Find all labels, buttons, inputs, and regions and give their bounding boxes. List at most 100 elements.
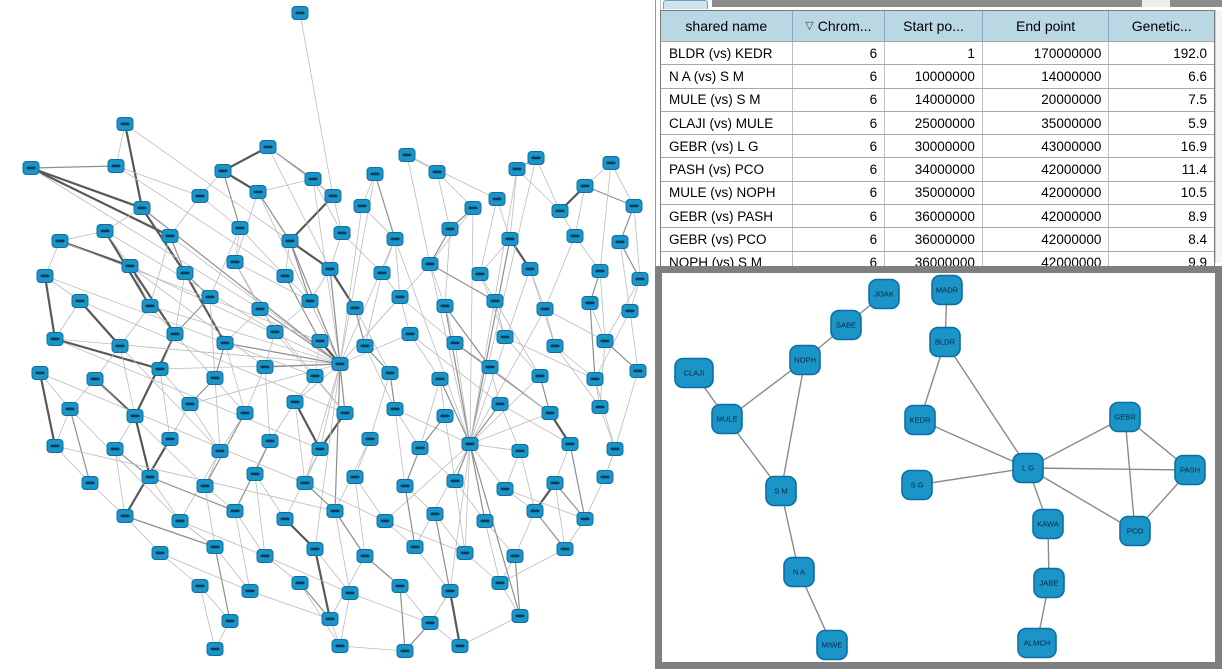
graph-node[interactable] — [586, 372, 604, 386]
graph-node[interactable] — [621, 304, 639, 318]
graph-node[interactable] — [256, 360, 274, 374]
graph-node[interactable] — [241, 584, 259, 598]
network-node-s-g[interactable]: S G — [901, 469, 933, 501]
graph-node[interactable] — [356, 339, 374, 353]
graph-node[interactable] — [506, 549, 524, 563]
graph-node[interactable] — [151, 362, 169, 376]
graph-node[interactable] — [591, 400, 609, 414]
graph-node[interactable] — [561, 437, 579, 451]
graph-node[interactable] — [86, 372, 104, 386]
graph-node[interactable] — [511, 609, 529, 623]
graph-node[interactable] — [596, 334, 614, 348]
graph-node[interactable] — [46, 439, 64, 453]
network-node-mule[interactable]: MULE — [711, 403, 743, 435]
table-row[interactable]: CLAJI (vs) MULE 6 25000000 35000000 5.9 — [661, 110, 1214, 135]
graph-node[interactable] — [556, 542, 574, 556]
graph-node[interactable] — [346, 301, 364, 315]
graph-node[interactable] — [527, 151, 545, 165]
graph-node[interactable] — [602, 156, 620, 170]
graph-node[interactable] — [206, 642, 224, 656]
graph-node[interactable] — [281, 234, 299, 248]
graph-node[interactable] — [226, 255, 244, 269]
column-header-chrom-[interactable]: ▽ Chrom... — [793, 11, 886, 41]
graph-node[interactable] — [141, 470, 159, 484]
graph-node[interactable] — [36, 269, 54, 283]
graph-node[interactable] — [249, 185, 267, 199]
graph-node[interactable] — [311, 442, 329, 456]
graph-node[interactable] — [266, 325, 284, 339]
graph-node[interactable] — [421, 616, 439, 630]
graph-node[interactable] — [331, 639, 349, 653]
graph-node[interactable] — [211, 444, 229, 458]
column-header-genetic-[interactable]: Genetic... — [1109, 11, 1214, 41]
table-row[interactable]: N A (vs) S M 6 10000000 14000000 6.6 — [661, 64, 1214, 88]
graph-node[interactable] — [401, 327, 419, 341]
graph-node[interactable] — [151, 546, 169, 560]
graph-node[interactable] — [373, 266, 391, 280]
graph-node[interactable] — [181, 397, 199, 411]
graph-node[interactable] — [106, 442, 124, 456]
graph-node[interactable] — [541, 406, 559, 420]
graph-node[interactable] — [201, 290, 219, 304]
graph-node[interactable] — [22, 161, 40, 175]
graph-node[interactable] — [436, 299, 454, 313]
graph-node[interactable] — [251, 302, 269, 316]
network-node-madr[interactable]: MADR — [931, 274, 963, 306]
graph-node[interactable] — [606, 442, 624, 456]
graph-node[interactable] — [531, 369, 549, 383]
graph-node[interactable] — [396, 644, 414, 658]
graph-node[interactable] — [259, 140, 277, 154]
graph-node[interactable] — [116, 117, 134, 131]
graph-node[interactable] — [446, 336, 464, 350]
graph-node[interactable] — [61, 402, 79, 416]
graph-node[interactable] — [221, 614, 239, 628]
column-header-shared-name[interactable]: shared name — [661, 11, 793, 41]
graph-node[interactable] — [256, 549, 274, 563]
table-row[interactable]: BLDR (vs) KEDR 6 1 170000000 192.0 — [661, 41, 1214, 65]
network-node-pash[interactable]: PASH — [1174, 454, 1206, 486]
main-network-canvas[interactable] — [0, 0, 655, 669]
column-header-end-point[interactable]: End point — [983, 11, 1110, 41]
graph-node[interactable] — [306, 369, 324, 383]
graph-node[interactable] — [296, 476, 314, 490]
graph-node[interactable] — [96, 224, 114, 238]
graph-node[interactable] — [31, 366, 49, 380]
graph-node[interactable] — [496, 330, 514, 344]
table-row[interactable]: GEBR (vs) L G 6 30000000 43000000 16.9 — [661, 134, 1214, 158]
graph-node[interactable] — [471, 267, 489, 281]
graph-node[interactable] — [566, 229, 584, 243]
graph-node[interactable] — [321, 262, 339, 276]
filtered-network-canvas[interactable]: JOAK MADR SABE NOPH BLDR CLAJI MULE KEDR GEBR S G… — [655, 266, 1222, 669]
graph-node[interactable] — [591, 264, 609, 278]
graph-node[interactable] — [596, 470, 614, 484]
graph-node[interactable] — [508, 162, 526, 176]
graph-node[interactable] — [581, 296, 599, 310]
graph-node[interactable] — [391, 290, 409, 304]
filter-icon[interactable]: ▽ — [805, 19, 814, 32]
network-node-s-m[interactable]: S M — [765, 475, 797, 507]
graph-node[interactable] — [436, 409, 454, 423]
graph-node[interactable] — [191, 579, 209, 593]
network-node-l-g[interactable]: L G — [1012, 452, 1044, 484]
graph-node[interactable] — [161, 229, 179, 243]
graph-node[interactable] — [291, 6, 309, 20]
graph-node[interactable] — [231, 221, 249, 235]
graph-node[interactable] — [631, 272, 649, 286]
graph-node[interactable] — [428, 165, 446, 179]
graph-node[interactable] — [396, 479, 414, 493]
graph-node[interactable] — [536, 302, 554, 316]
graph-node[interactable] — [116, 509, 134, 523]
column-header-start-po-[interactable]: Start po... — [885, 11, 983, 41]
graph-node[interactable] — [426, 507, 444, 521]
graph-node[interactable] — [161, 432, 179, 446]
graph-node[interactable] — [381, 366, 399, 380]
graph-node[interactable] — [246, 467, 264, 481]
graph-node[interactable] — [551, 204, 569, 218]
graph-node[interactable] — [341, 586, 359, 600]
network-node-n-a[interactable]: N A — [783, 556, 815, 588]
graph-node[interactable] — [576, 179, 594, 193]
table-row[interactable]: MULE (vs) S M 6 14000000 20000000 7.5 — [661, 87, 1214, 111]
graph-node[interactable] — [366, 167, 384, 181]
graph-node[interactable] — [501, 232, 519, 246]
graph-node[interactable] — [629, 364, 647, 378]
